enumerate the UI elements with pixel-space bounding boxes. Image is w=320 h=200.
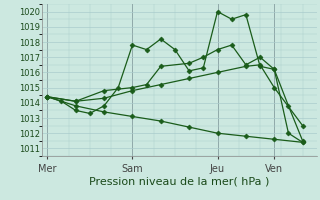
X-axis label: Pression niveau de la mer( hPa ): Pression niveau de la mer( hPa ) [89, 176, 269, 186]
